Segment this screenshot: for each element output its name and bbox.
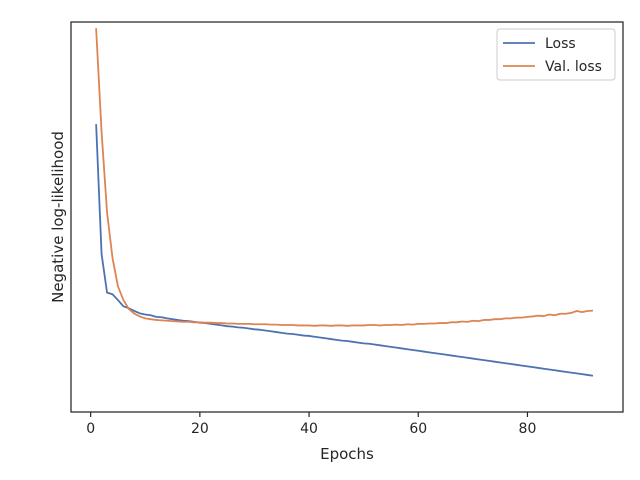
series-line-loss bbox=[95, 124, 594, 377]
legend: Loss Val. loss bbox=[496, 28, 616, 81]
series-line-val-loss bbox=[95, 28, 594, 327]
plot-background bbox=[71, 22, 623, 412]
x-tick-label: 0 bbox=[86, 421, 95, 437]
y-axis-title: Negative log-likelihood bbox=[49, 131, 67, 303]
x-tick-label: 60 bbox=[409, 421, 427, 437]
legend-box bbox=[496, 28, 616, 81]
plot-area bbox=[71, 22, 623, 412]
x-tick-label: 40 bbox=[300, 421, 318, 437]
x-axis-ticks: 0 20 40 60 80 bbox=[86, 412, 536, 437]
plot-frame bbox=[70, 21, 624, 413]
legend-label-loss: Loss bbox=[545, 36, 576, 52]
series-layer bbox=[95, 28, 594, 377]
x-tick-label: 80 bbox=[519, 421, 537, 437]
x-tick-label: 20 bbox=[191, 421, 209, 437]
legend-label-val-loss: Val. loss bbox=[545, 59, 602, 75]
x-axis-title: Epochs bbox=[320, 445, 374, 463]
